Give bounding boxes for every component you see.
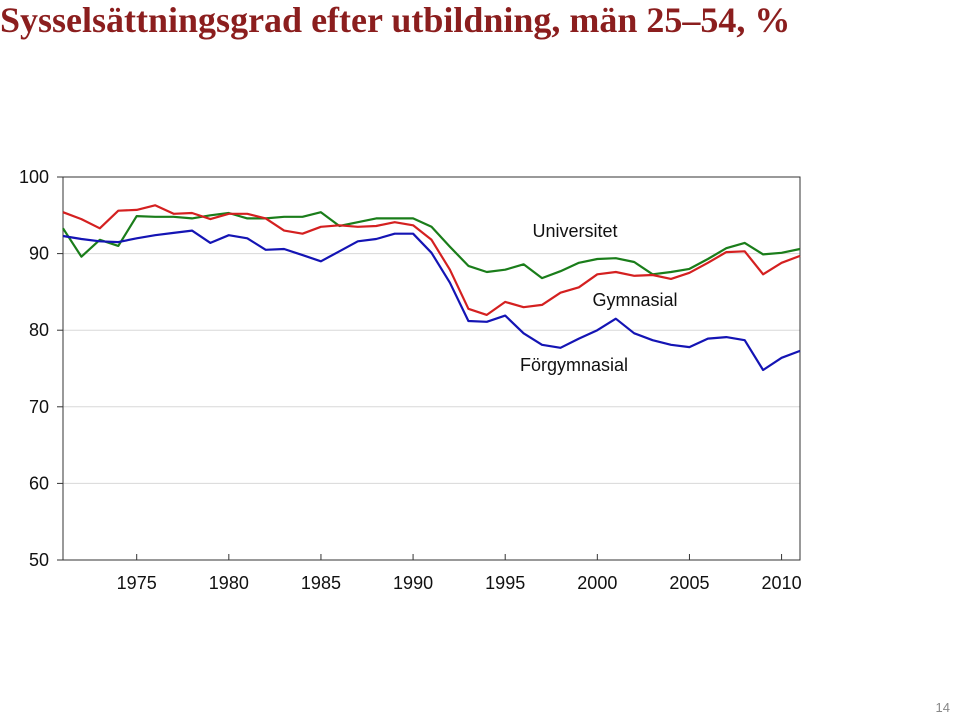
series-label: Förgymnasial: [520, 355, 628, 375]
x-tick-label: 2000: [577, 573, 617, 593]
slide-title: Sysselsättningsgrad efter utbildning, mä…: [0, 0, 790, 40]
page-number: 14: [936, 700, 950, 715]
x-tick-label: 1985: [301, 573, 341, 593]
x-tick-label: 1990: [393, 573, 433, 593]
series-label: Universitet: [532, 221, 617, 241]
x-tick-label: 2005: [669, 573, 709, 593]
y-tick-label: 100: [19, 167, 49, 187]
y-tick-label: 50: [29, 550, 49, 570]
plot-frame: [62, 176, 801, 561]
x-tick-label: 1995: [485, 573, 525, 593]
y-tick-label: 80: [29, 320, 49, 340]
series-line: [62, 229, 801, 372]
y-tick-label: 70: [29, 397, 49, 417]
series-line: [62, 211, 801, 280]
x-tick-label: 1980: [209, 573, 249, 593]
y-tick-label: 60: [29, 473, 49, 493]
x-tick-label: 2010: [762, 573, 802, 593]
series-line: [62, 204, 801, 316]
series-label: Gymnasial: [592, 290, 677, 310]
y-tick-label: 90: [29, 244, 49, 264]
x-tick-label: 1975: [117, 573, 157, 593]
